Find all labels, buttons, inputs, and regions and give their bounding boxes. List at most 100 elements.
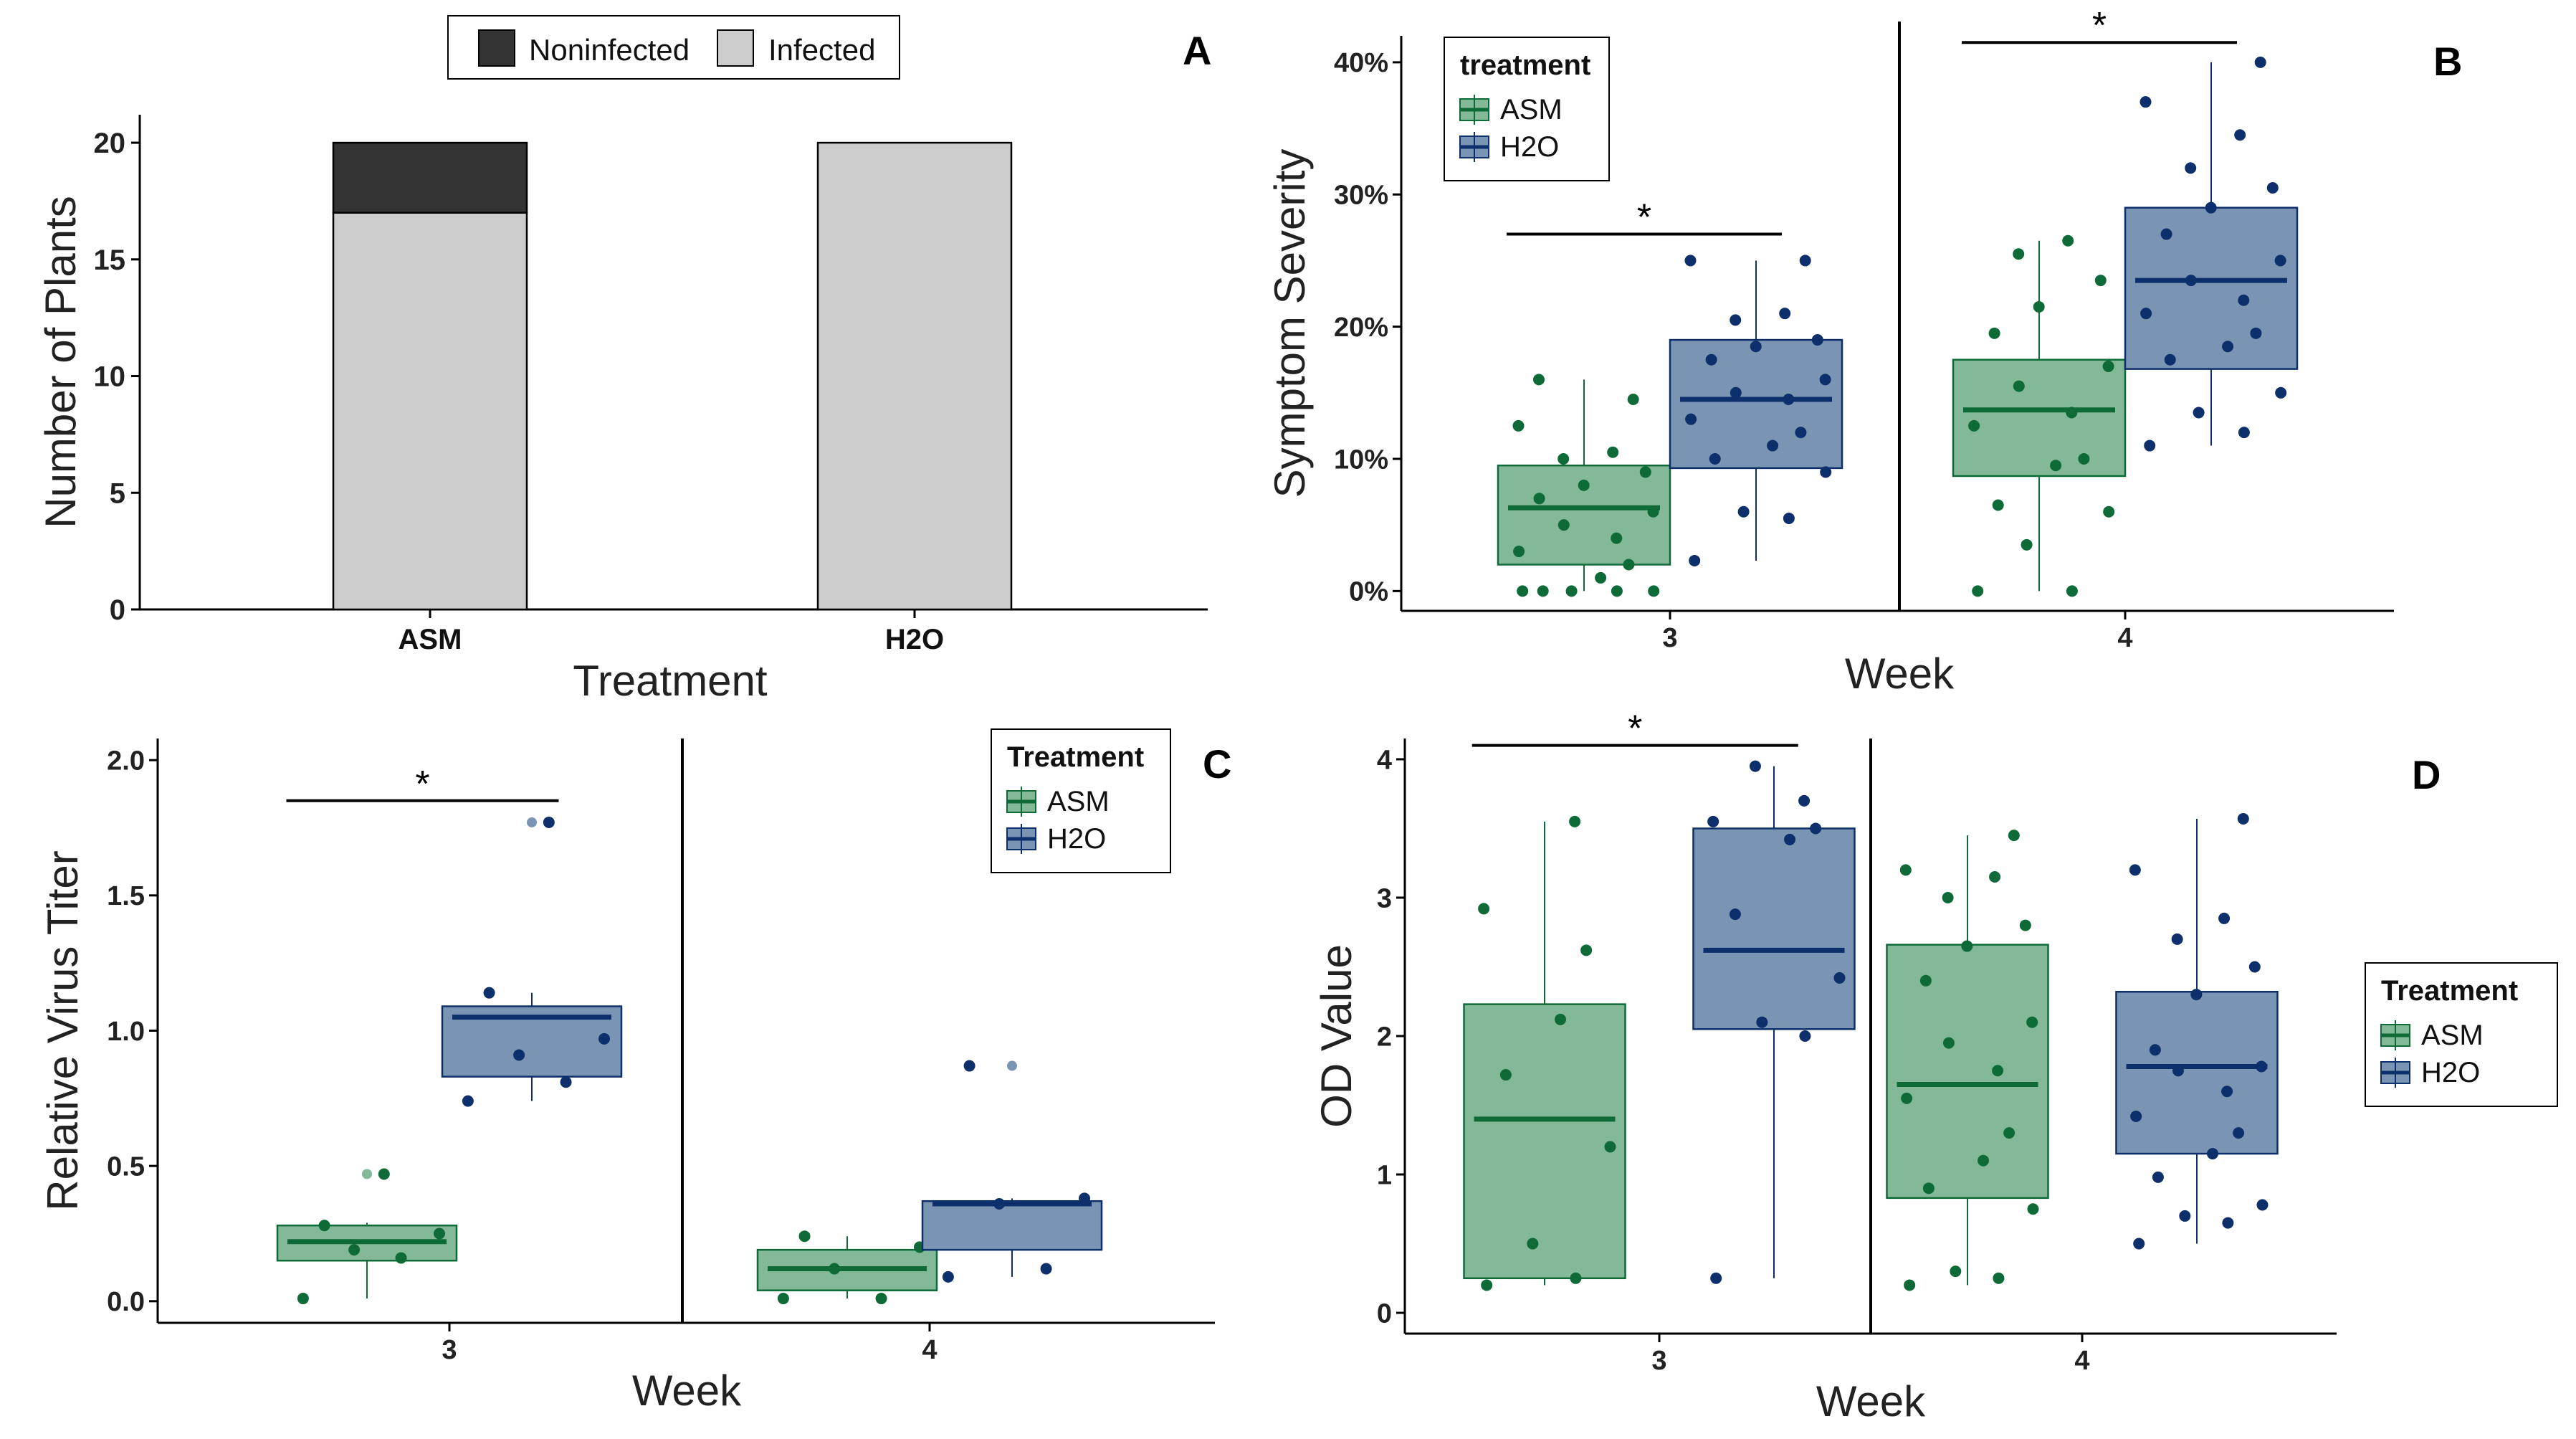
data-point: [2019, 919, 2031, 931]
data-point: [2266, 182, 2279, 194]
data-point: [395, 1252, 407, 1264]
data-point: [2062, 234, 2074, 247]
y-axis-title: Number of Plants: [37, 196, 85, 528]
data-point: [2248, 961, 2261, 973]
data-point: [1478, 903, 1490, 915]
data-point: [2102, 360, 2114, 372]
data-point: [829, 1263, 841, 1275]
y-tick-label: 1.5: [107, 881, 145, 911]
data-point: [1730, 386, 1742, 399]
y-tick-label: 15: [94, 244, 126, 276]
data-point: [2179, 1210, 2191, 1222]
data-point: [1689, 554, 1701, 566]
data-point: [2185, 162, 2197, 174]
y-tick-label: 4: [1377, 745, 1392, 775]
data-point: [1961, 940, 1973, 952]
data-point: [1627, 394, 1639, 406]
data-point: [1079, 1192, 1090, 1205]
legend-label-asm: ASM: [1500, 94, 1563, 125]
data-point: [1904, 1279, 1916, 1291]
data-point: [2164, 353, 2176, 366]
significance-star: *: [1637, 197, 1651, 239]
y-tick-label: 2.0: [107, 746, 145, 776]
data-point: [2066, 585, 2078, 597]
data-point: [2218, 912, 2231, 924]
data-point: [2172, 1065, 2184, 1077]
data-point: [1989, 871, 2001, 883]
data-point: [1707, 815, 1719, 827]
y-tick-label: 5: [110, 478, 125, 509]
data-point: [1684, 255, 1697, 267]
data-point: [1798, 794, 1811, 807]
y-tick-label: 0%: [1349, 577, 1388, 607]
legend-label-infected: Infected: [768, 33, 875, 67]
data-point: [1557, 519, 1570, 531]
data-point: [1810, 822, 1822, 835]
data-point: [2238, 427, 2250, 439]
data-point: [1784, 833, 1796, 845]
data-point: [2149, 1044, 2161, 1056]
data-point: [2130, 1110, 2142, 1122]
data-point: [1783, 394, 1795, 406]
panel-c: 0.0 0.5 1.0 1.5 2.0 3 4 Week Relative Virus Tite…: [39, 728, 1231, 1415]
data-point: [1783, 512, 1795, 524]
data-point: [1685, 413, 1697, 425]
data-point: [1611, 532, 1623, 544]
data-point: [2139, 96, 2152, 108]
data-point: [2185, 275, 2197, 287]
x-axis-title: Week: [1816, 1377, 1926, 1425]
data-point: [2026, 1016, 2038, 1028]
x-axis-title: Week: [632, 1367, 742, 1415]
data-point: [1595, 571, 1607, 584]
data-point: [1992, 1065, 2004, 1077]
legend-title: treatment: [1460, 49, 1590, 81]
y-tick-label: 0: [110, 594, 125, 626]
box-outlier: [362, 1169, 372, 1179]
data-point: [1499, 1069, 1512, 1081]
data-point: [1527, 1238, 1539, 1250]
bar-infected-h2o: [816, 141, 1013, 611]
box-3-asm: [1463, 1003, 1626, 1280]
data-point: [1988, 327, 2000, 339]
data-point: [1709, 452, 1721, 465]
y-tick-label: 3: [1377, 883, 1392, 913]
legend-key-noninfected: [478, 29, 515, 67]
data-point: [1647, 505, 1659, 518]
data-point: [1899, 864, 1912, 876]
y-tick-label: 1.0: [107, 1017, 145, 1047]
data-point: [2207, 1148, 2219, 1160]
data-point: [1942, 1037, 1955, 1049]
data-point: [2013, 248, 2025, 260]
box-3-h2o: [1669, 338, 1843, 470]
data-point: [1604, 1141, 1616, 1153]
data-point: [1517, 585, 1529, 597]
data-point: [1557, 452, 1570, 465]
data-point: [297, 1293, 309, 1305]
box-4-h2o: [921, 1200, 1103, 1251]
data-point: [1811, 334, 1823, 346]
data-point: [2033, 300, 2045, 313]
data-point: [1942, 891, 1954, 903]
data-point: [1639, 466, 1651, 478]
data-point: [2129, 864, 2141, 876]
data-point: [1537, 585, 1549, 597]
data-point: [2193, 407, 2205, 419]
y-tick-label: 0.5: [107, 1151, 145, 1182]
data-point: [1623, 559, 1635, 571]
data-point: [462, 1095, 474, 1107]
significance-star: *: [1628, 708, 1642, 750]
data-point: [2190, 989, 2203, 1001]
x-tick-label: 3: [442, 1335, 457, 1365]
data-point: [318, 1220, 330, 1232]
y-tick-label: 10: [94, 361, 126, 393]
significance-star: *: [415, 764, 429, 805]
data-point: [2256, 1199, 2269, 1211]
data-point: [2160, 228, 2172, 240]
data-point: [2234, 129, 2246, 141]
data-point: [2094, 275, 2107, 287]
data-point: [1901, 1092, 1913, 1104]
data-point: [2275, 386, 2287, 399]
legend-label-h2o: H2O: [1047, 823, 1106, 855]
data-point: [2003, 1127, 2016, 1139]
